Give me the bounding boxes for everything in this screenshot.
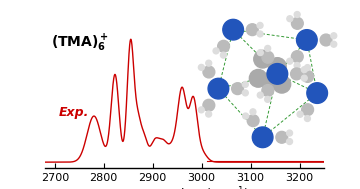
- Circle shape: [297, 30, 317, 50]
- Circle shape: [208, 78, 229, 99]
- Circle shape: [261, 72, 279, 90]
- Circle shape: [250, 109, 256, 115]
- Circle shape: [294, 63, 300, 68]
- X-axis label: wavenumber (cm$^{-1}$): wavenumber (cm$^{-1}$): [120, 186, 249, 189]
- Circle shape: [331, 33, 337, 39]
- Circle shape: [269, 58, 286, 75]
- Circle shape: [206, 111, 212, 117]
- Circle shape: [218, 40, 229, 52]
- Circle shape: [243, 113, 248, 119]
- Circle shape: [291, 68, 302, 80]
- Circle shape: [198, 107, 204, 113]
- Circle shape: [287, 58, 293, 64]
- Circle shape: [265, 46, 271, 51]
- Circle shape: [287, 16, 293, 22]
- Circle shape: [301, 75, 307, 81]
- Circle shape: [257, 92, 263, 98]
- Circle shape: [257, 50, 263, 56]
- Circle shape: [257, 22, 263, 28]
- Circle shape: [297, 69, 303, 75]
- Circle shape: [292, 17, 303, 29]
- Circle shape: [265, 96, 271, 102]
- Circle shape: [203, 99, 215, 111]
- Circle shape: [302, 70, 314, 82]
- Circle shape: [254, 50, 271, 68]
- Circle shape: [276, 131, 288, 143]
- Circle shape: [198, 64, 204, 70]
- Circle shape: [307, 83, 328, 103]
- Circle shape: [287, 130, 293, 136]
- Circle shape: [246, 24, 258, 36]
- Circle shape: [247, 115, 259, 127]
- Circle shape: [297, 111, 303, 117]
- Circle shape: [232, 83, 243, 94]
- Circle shape: [223, 19, 243, 40]
- Circle shape: [262, 85, 274, 96]
- Circle shape: [203, 66, 215, 78]
- Circle shape: [242, 81, 248, 87]
- Circle shape: [291, 51, 303, 63]
- Circle shape: [257, 31, 263, 37]
- Circle shape: [267, 64, 288, 84]
- Circle shape: [249, 70, 267, 87]
- Circle shape: [262, 51, 274, 63]
- Circle shape: [213, 48, 219, 54]
- Text: Exp.: Exp.: [59, 106, 89, 119]
- Text: $\bf{(TMA)_6^+}$: $\bf{(TMA)_6^+}$: [50, 33, 108, 54]
- Circle shape: [252, 127, 273, 148]
- Circle shape: [273, 75, 291, 93]
- Circle shape: [287, 139, 293, 144]
- Circle shape: [305, 115, 310, 122]
- Circle shape: [301, 67, 307, 73]
- Circle shape: [294, 12, 300, 17]
- Circle shape: [305, 65, 310, 70]
- Circle shape: [220, 52, 226, 58]
- Circle shape: [320, 34, 332, 46]
- Circle shape: [206, 60, 212, 66]
- Circle shape: [242, 90, 248, 96]
- Circle shape: [331, 41, 337, 47]
- Circle shape: [302, 104, 314, 115]
